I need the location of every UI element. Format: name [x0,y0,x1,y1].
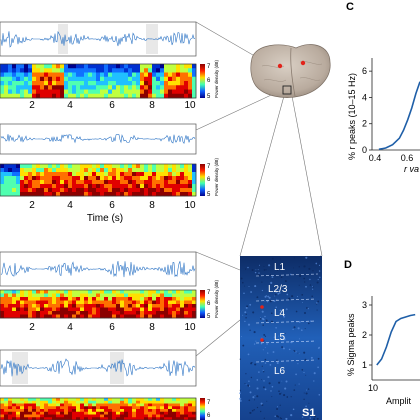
chart-d-xlabel: Amplit [386,396,412,406]
time-ticks-2: 2 4 6 8 10 [29,200,196,211]
top-trace-1 [0,21,197,57]
chart-d-ytick-label: 3 [362,300,367,310]
layer-label: L5 [274,332,286,343]
layer-label: L6 [274,366,286,377]
cortical-slice-image: L1 L2/3 L4 L5 L6 S1 [239,255,322,420]
time-tick: 10 [184,200,196,211]
time-tick: 4 [67,200,73,211]
time-tick: 2 [29,100,35,111]
colorbar-tick: 7 [207,290,211,296]
time-tick: 6 [109,200,115,211]
slice-region-label: S1 [302,407,315,419]
time-tick: 2 [29,322,35,333]
time-tick: 6 [109,322,115,333]
spectrogram-2 [0,163,197,197]
time-tick: 10 [184,100,196,111]
time-tick: 6 [109,100,115,111]
time-ticks-1: 2 4 6 8 10 [29,100,196,111]
time-tick: 8 [149,100,155,111]
chart-c: 0 2 4 6 0.4 0.6 % r peaks (10–15 Hz) r va [347,58,420,174]
colorbar-tick: 5 [207,314,211,320]
panel-label-c: C [346,1,354,13]
colorbar-label: Power density (dB) [214,59,219,98]
colorbar-label: Power density (dB) [214,279,219,318]
connector-lines [195,21,323,357]
chart-c-xtick-label: 0.4 [369,153,382,163]
bottom-trace-1 [0,251,197,287]
chart-c-xlabel: r va [404,164,419,174]
time-tick: 8 [149,200,155,211]
colorbar-1: 7 6 5 Power density (dB) [200,59,219,100]
chart-d-series-line [376,313,416,366]
chart-d-xtick-label: 10 [368,383,378,393]
colorbar-tick: 7 [207,64,211,70]
time-tick: 10 [184,322,196,333]
time-ticks-3: 2 4 6 8 10 [29,322,196,333]
colorbar-tick: 7 [207,400,211,406]
spectrogram-1 [0,63,197,99]
colorbar-tick: 6 [207,177,211,183]
colorbar-label: Power density (dB) [214,157,219,196]
colorbar-3: 7 6 5 Power density (dB) [200,279,219,320]
layer-label: L1 [274,262,286,273]
colorbar-tick: 6 [207,413,211,419]
chart-c-ytick-label: 6 [362,66,367,76]
colorbar-2: 7 6 5 Power density (dB) [200,157,219,198]
chart-d-ytick-label: 2 [362,330,367,340]
layer-label: L4 [274,308,286,319]
colorbar-tick: 5 [207,192,211,198]
chart-d-ytick-label: 1 [362,360,367,370]
chart-d: 1 2 3 10 % Sigma peaks Amplit [346,296,420,406]
chart-c-ytick-label: 0 [362,145,367,155]
chart-c-ytick-label: 4 [362,92,367,102]
colorbar-tick: 7 [207,164,211,170]
time-tick: 8 [149,322,155,333]
chart-c-ylabel: % r peaks (10–15 Hz) [347,73,357,160]
layer-label: L2/3 [268,284,288,295]
spectrogram-4 [0,397,197,420]
time-axis-label: Time (s) [87,213,123,224]
mouse-brain-image [250,44,331,98]
colorbar-tick: 5 [207,94,211,100]
spectrogram-3 [0,289,197,319]
chart-c-series-line [378,81,420,151]
panel-label-d: D [344,259,352,271]
colorbar-tick: 6 [207,78,211,84]
time-tick: 2 [29,200,35,211]
top-trace-2 [0,123,197,155]
bottom-trace-2 [0,349,197,387]
chart-c-ytick-label: 2 [362,119,367,129]
chart-d-ylabel: % Sigma peaks [346,313,356,376]
time-tick: 4 [67,100,73,111]
colorbar-4: 7 6 [200,398,211,420]
chart-c-xtick-label: 0.6 [401,153,414,163]
time-tick: 4 [67,322,73,333]
colorbar-tick: 6 [207,301,211,307]
